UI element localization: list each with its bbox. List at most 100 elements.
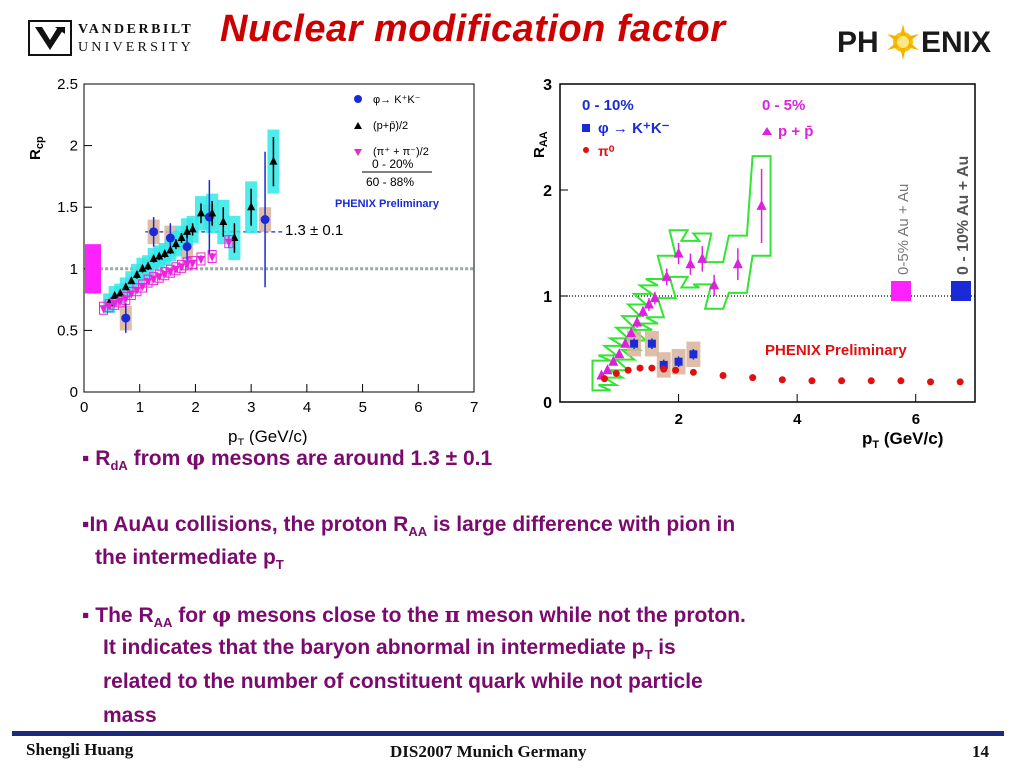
bullet-1: ▪ RdA from φ mesons are around 1.3 ± 0.1	[82, 445, 492, 473]
proton-point	[219, 216, 228, 225]
proton-point	[155, 251, 164, 260]
legend-triangle-down-icon	[354, 149, 362, 156]
xlabel-sub: T	[872, 439, 879, 451]
proton-point	[127, 276, 136, 285]
rcp-legend: φ→ K⁺K⁻ (p+p̄)/2 (π⁺ + π⁻)/2 0 - 20% 60 …	[285, 94, 440, 239]
pi0-point	[636, 364, 644, 372]
phi-point	[182, 242, 192, 252]
legend-phi: φ→ K⁺K⁻	[373, 94, 421, 106]
phi-point	[674, 357, 683, 366]
rcp-ylabel-sub: cp	[34, 136, 46, 149]
xlabel-rest: (GeV/c)	[879, 429, 943, 448]
rcp-ylabel: Rcp	[27, 136, 46, 160]
pion-point	[188, 259, 197, 268]
proton-point	[632, 316, 643, 327]
centrality-bottom: 60 - 88%	[366, 175, 414, 189]
pion-point	[177, 263, 186, 272]
proton-point	[732, 258, 743, 269]
pion-sys-box	[207, 249, 217, 263]
xlabel-rest: (GeV/c)	[244, 427, 307, 445]
y-tick-label: 2	[543, 183, 552, 200]
x-tick-label: 0	[80, 399, 88, 416]
pion-point	[127, 290, 136, 299]
bullet-2-line-2: the intermediate pT	[95, 546, 284, 572]
pion-sys-box	[132, 283, 142, 297]
raa-chart: 2 4 6 0 1 2 3 RAA pT (GeV/c) 0 - 10% φ → K⁺K⁻ …	[531, 77, 976, 451]
phi-point	[121, 313, 131, 323]
raa-legend-proton: p + p̄	[778, 123, 813, 140]
fit-annotation: 1.3 ± 0.1	[285, 222, 343, 239]
proton-point	[171, 239, 180, 248]
x-tick-label: 6	[912, 411, 920, 428]
phi-point	[647, 339, 656, 348]
proton-point	[116, 288, 125, 297]
legend-dot-icon	[583, 147, 589, 153]
proton-point	[626, 327, 637, 338]
pion-point	[110, 300, 119, 309]
proton-point	[602, 364, 613, 375]
phi-point	[260, 215, 270, 225]
proton-point	[138, 263, 147, 272]
b1-pm: ±	[445, 447, 458, 470]
footer-divider	[12, 731, 1004, 736]
pion-point	[99, 305, 108, 314]
pion-sys-box	[196, 252, 206, 266]
pi0-point	[648, 364, 656, 372]
b2-b: is large difference with pion in	[427, 513, 736, 536]
rcp-xlabel: pT (GeV/c)	[228, 427, 308, 445]
b3-sub: AA	[153, 615, 173, 631]
phi-point	[149, 227, 159, 237]
bullet-3-line-2: It indicates that the baryon abnormal in…	[103, 636, 676, 662]
side-label-2: 0 - 10% Au + Au	[955, 156, 972, 275]
pion-point	[155, 273, 164, 282]
pion-point	[132, 286, 141, 295]
x-tick-label: 2	[675, 411, 683, 428]
bullet-3-line-1: ▪ The RAA for φ mesons close to the π me…	[82, 602, 746, 630]
pion-point	[166, 268, 175, 277]
b1-phi: φ	[186, 445, 206, 470]
x-tick-label: 7	[470, 399, 478, 416]
b3-a: ▪ The R	[82, 604, 154, 627]
y-tick-label: 1	[70, 261, 78, 278]
phi-point	[689, 350, 698, 359]
bullet-2-line-1: ▪In AuAu collisions, the proton RAA is l…	[82, 513, 735, 539]
legend-proton: (p+p̄)/2	[373, 120, 408, 132]
pion-sys-box	[138, 279, 147, 293]
slide-title: Nuclear modification factor	[220, 8, 726, 50]
b1-b: from	[127, 447, 187, 470]
phi-point	[659, 360, 668, 369]
footer-page-number: 14	[972, 742, 989, 761]
normalization-box	[85, 244, 101, 294]
pi0-point	[672, 366, 680, 374]
raa-preliminary: PHENIX Preliminary	[765, 342, 907, 359]
y-tick-label: 0	[70, 384, 78, 401]
xlabel-main: p	[228, 427, 237, 445]
pion-point	[183, 260, 192, 269]
b3-c: mesons close to the	[231, 604, 445, 627]
pion-point	[144, 278, 153, 287]
phenix-logo-pre: PH	[837, 26, 879, 59]
x-tick-label: 1	[136, 399, 144, 416]
footer-author: Shengli Huang	[26, 740, 134, 759]
proton-point	[149, 253, 158, 262]
proton-point	[685, 258, 696, 269]
proton-point	[269, 156, 278, 165]
proton-point	[661, 270, 672, 281]
b1-sub: dA	[110, 458, 128, 474]
phenix-star-icon	[887, 24, 919, 60]
legend-triangle-up-icon	[354, 122, 362, 129]
pion-point	[149, 275, 158, 284]
rcp-ylabel-main: R	[27, 149, 44, 160]
phi-point	[165, 233, 175, 243]
raa-centrality-right: 0 - 5%	[762, 97, 805, 114]
proton-point	[614, 348, 625, 359]
raa-centrality-left: 0 - 10%	[582, 97, 634, 114]
x-tick-label: 6	[414, 399, 422, 416]
centrality-top: 0 - 20%	[372, 157, 414, 171]
raa-ylabel-main: R	[531, 147, 548, 158]
pion-sys-box	[126, 286, 136, 300]
pion-point	[197, 255, 205, 264]
pi0-point	[624, 366, 632, 374]
y-tick-label: 0	[543, 395, 552, 412]
pi0-point	[749, 374, 757, 382]
